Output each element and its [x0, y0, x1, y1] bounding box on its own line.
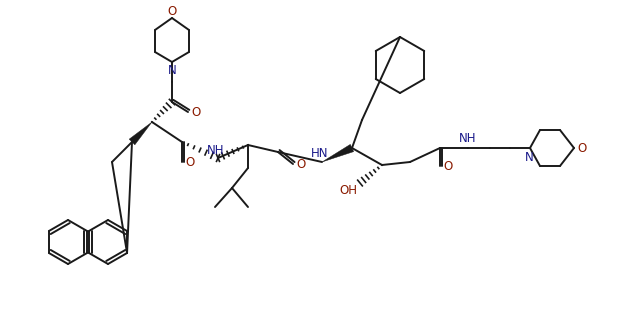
Text: NH: NH [207, 144, 224, 157]
Text: O: O [167, 5, 177, 18]
Text: N: N [524, 151, 533, 164]
Text: O: O [443, 160, 453, 172]
Text: O: O [185, 156, 195, 168]
Text: O: O [578, 141, 586, 155]
Text: N: N [167, 64, 176, 76]
Text: OH: OH [339, 183, 357, 197]
Polygon shape [129, 122, 152, 145]
Text: HN: HN [311, 147, 329, 160]
Polygon shape [322, 144, 354, 162]
Text: NH: NH [459, 131, 477, 145]
Text: O: O [296, 158, 306, 170]
Text: O: O [191, 106, 200, 118]
